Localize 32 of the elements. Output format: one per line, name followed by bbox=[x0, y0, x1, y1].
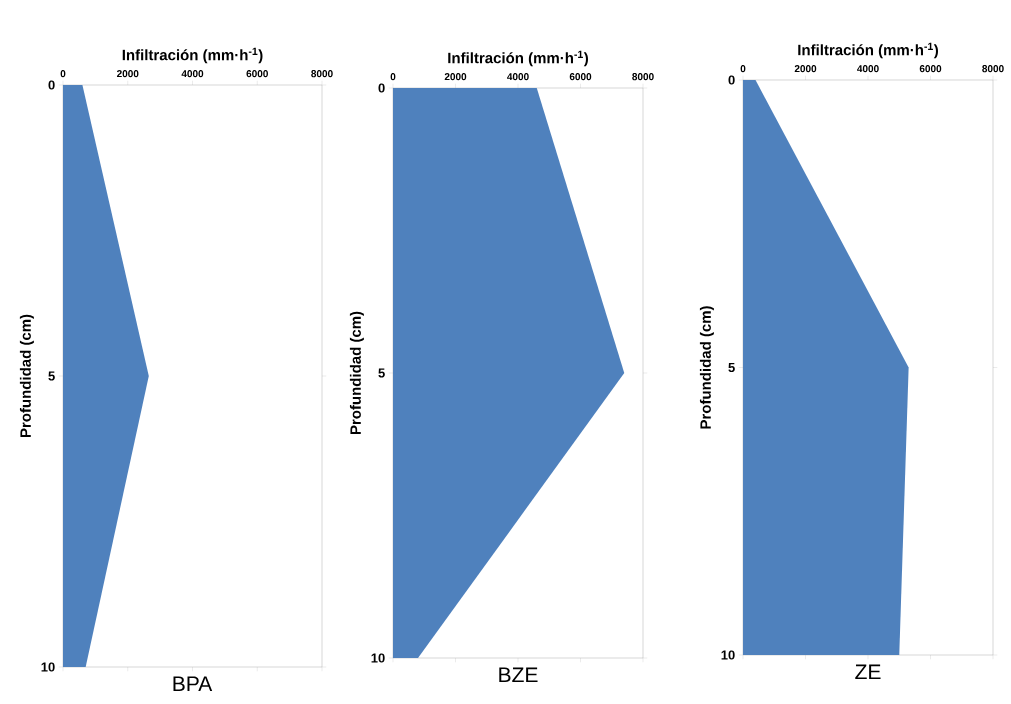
x-tick-label: 2000 bbox=[794, 65, 817, 73]
y-axis-title: Profundidad (cm) bbox=[699, 306, 714, 429]
x-axis-title: Infiltración (mm·h$^{-1}$) bbox=[798, 42, 939, 59]
x-tick-label: 0 bbox=[60, 70, 66, 78]
x-tick-label: 4000 bbox=[857, 65, 879, 73]
x-tick-label: 4000 bbox=[507, 73, 529, 81]
x-tick-label: 8000 bbox=[311, 70, 333, 78]
x-tick-label: 8000 bbox=[982, 65, 1004, 73]
y-axis-title: Profundidad (cm) bbox=[349, 311, 364, 435]
y-tick-label: 5 bbox=[48, 371, 55, 381]
text: BPA bbox=[173, 676, 213, 691]
x-tick-label: 2000 bbox=[116, 70, 139, 78]
x-axis-title: Infiltración (mm·h$^{-1}$) bbox=[122, 47, 263, 64]
x-tick-label: 0 bbox=[740, 65, 746, 73]
x-tick-label: 6000 bbox=[919, 65, 942, 73]
y-tick-label: 10 bbox=[41, 662, 55, 672]
y-tick-label: 5 bbox=[728, 362, 735, 373]
x-tick-label: 2000 bbox=[444, 73, 467, 81]
x-tick-label: 4000 bbox=[181, 70, 204, 78]
y-axis-title: Profundidad (cm) bbox=[19, 314, 34, 438]
x-tick-label: 0 bbox=[390, 73, 396, 81]
x-tick-label: 6000 bbox=[246, 70, 268, 78]
y-tick-label: 10 bbox=[371, 653, 385, 663]
x-tick-label: 8000 bbox=[632, 73, 654, 81]
text: BZE bbox=[499, 667, 538, 682]
x-tick-label: 6000 bbox=[569, 73, 592, 81]
text: ZE bbox=[855, 664, 881, 679]
y-tick-label: 0 bbox=[48, 80, 55, 90]
y-tick-label: 0 bbox=[378, 83, 385, 93]
x-axis-title: Infiltración (mm·h$^{-1}$) bbox=[448, 50, 589, 67]
y-tick-label: 10 bbox=[721, 650, 735, 660]
y-tick-label: 5 bbox=[378, 368, 385, 378]
